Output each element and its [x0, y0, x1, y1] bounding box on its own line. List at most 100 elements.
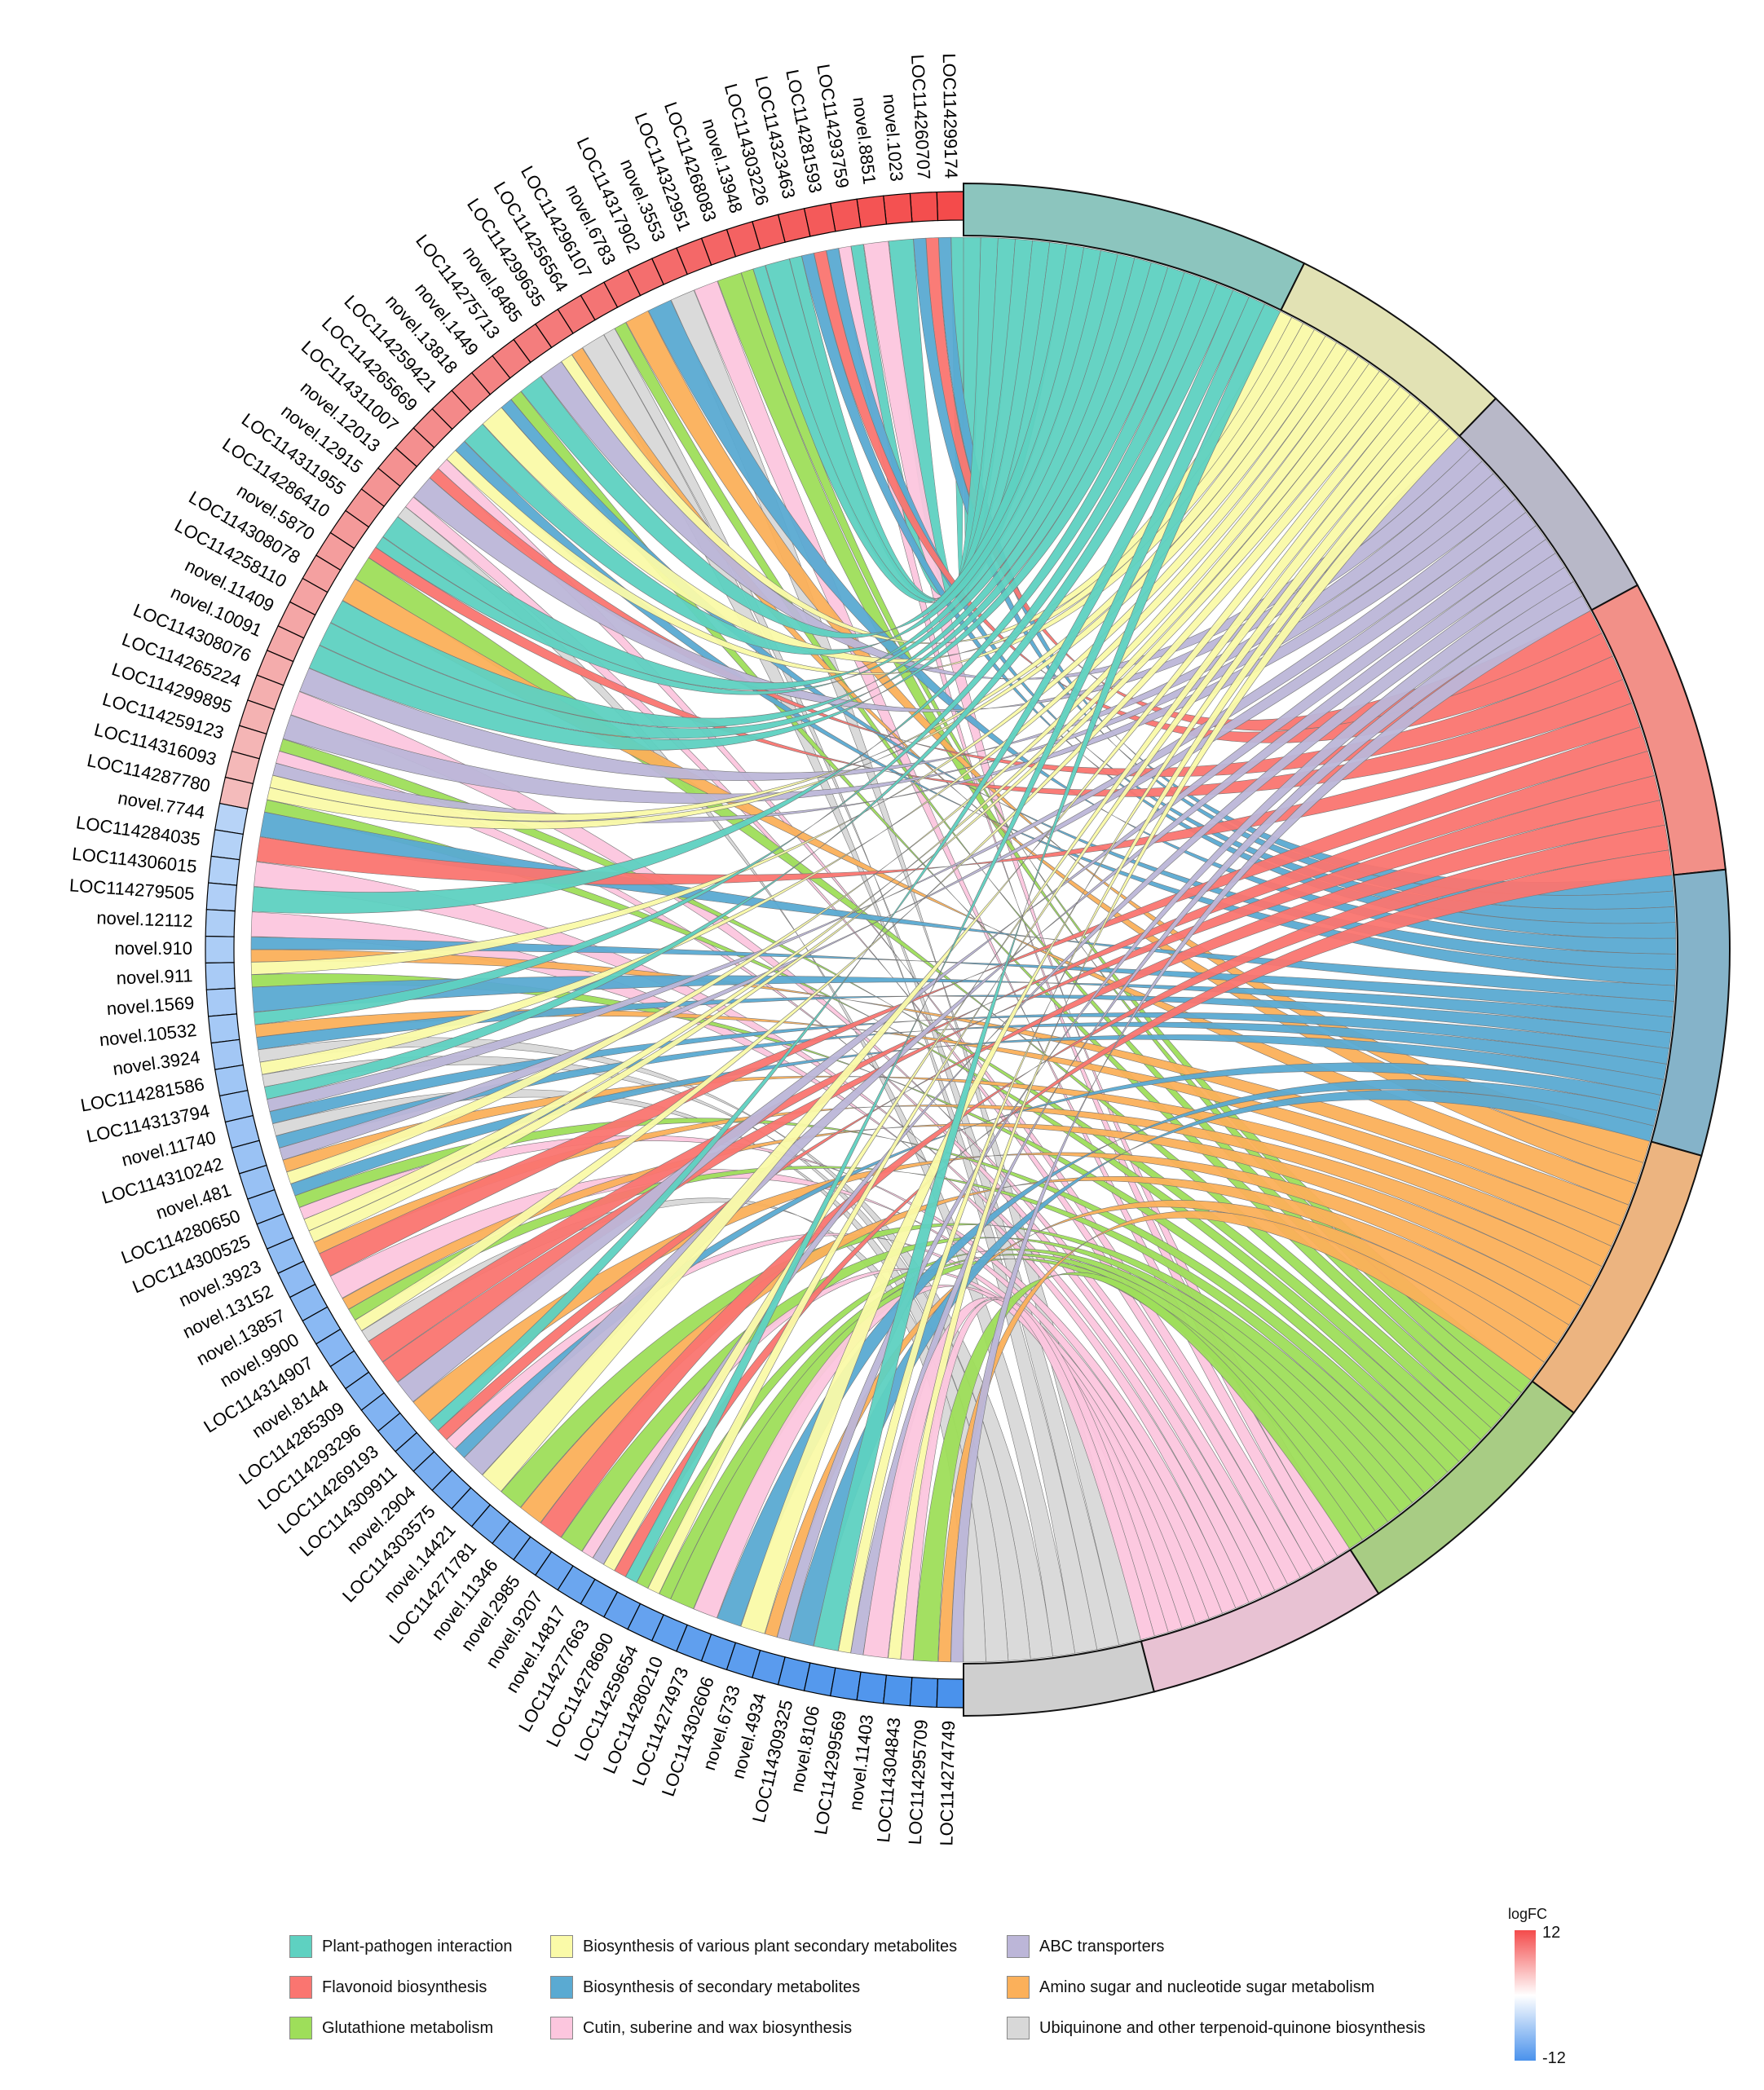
legend-item: Biosynthesis of various plant secondary …: [550, 1935, 957, 1958]
chord-ribbon: [582, 334, 1098, 1654]
chord-ribbon: [279, 739, 1481, 1452]
chord-ribbon: [330, 258, 1152, 728]
chord-ribbon: [269, 1012, 1669, 1124]
legend-swatch: [1007, 2017, 1030, 2039]
chord-ribbon: [290, 1034, 1665, 1197]
legend-item: Amino sugar and nucleotide sugar metabol…: [1007, 1976, 1374, 1999]
gene-label: LOC114274749: [936, 1721, 959, 1846]
gene-block: [205, 935, 235, 964]
chord-ribbon: [888, 428, 1459, 1660]
legend-swatch: [289, 1976, 312, 1999]
chord-ribbon: [636, 1248, 1401, 1589]
gene-block: [205, 987, 238, 1017]
gene-label: novel.911: [116, 965, 193, 988]
gene-label: LOC114260707: [907, 54, 934, 180]
chord-ribbon: [355, 378, 1400, 1331]
chord-ribbon: [717, 272, 1522, 1405]
chord-ribbon: [694, 280, 1326, 1572]
gene-label: novel.12112: [96, 907, 193, 931]
chord-ribbon: [319, 262, 1169, 739]
chord-ribbon: [464, 247, 1101, 655]
chord-ribbon: [308, 370, 1391, 1243]
gene-block: [883, 192, 913, 225]
legend-item: Flavonoid biosynthesis: [289, 1976, 487, 1999]
legend-swatch: [289, 2017, 312, 2039]
chord-ribbon: [752, 242, 1068, 603]
gene-block: [205, 882, 238, 912]
gene-label: novel.1569: [106, 993, 195, 1020]
chord-ribbon: [319, 726, 1648, 1276]
chord-ribbon: [482, 386, 1411, 1493]
chord-ribbon: [693, 1285, 1183, 1633]
chord-ribbon: [368, 751, 1655, 1363]
chord-ribbon: [540, 824, 1669, 1538]
legend-label: Glutathione metabolism: [322, 2018, 494, 2037]
chord-ribbon: [282, 473, 1506, 804]
gene-label: novel.1023: [879, 93, 906, 182]
chord-ribbon: [250, 937, 1675, 1018]
gene-block: [214, 802, 249, 836]
chord-ribbon: [429, 289, 1250, 1431]
chord-ribbon: [375, 254, 1136, 695]
legend-item: Ubiquinone and other terpenoid-quinone b…: [1007, 2017, 1426, 2039]
chord-ribbon: [740, 410, 1440, 1634]
gene-block: [210, 1038, 244, 1070]
chord-ribbon: [510, 390, 1502, 1429]
legend-swatch: [289, 1935, 312, 1958]
chord-ribbon: [520, 244, 1085, 639]
chord-ribbon: [838, 245, 1338, 1564]
chord-ribbon: [269, 328, 1326, 822]
gene-block: [205, 909, 236, 937]
gene-label: LOC114306015: [71, 844, 198, 877]
legend-item: ABC transporters: [1007, 1935, 1164, 1958]
gene-label: novel.3924: [112, 1047, 201, 1079]
legend-label: ABC transporters: [1039, 1937, 1165, 1956]
legend-item: Glutathione metabolism: [289, 2017, 493, 2039]
scale-title: logFC: [1508, 1906, 1548, 1922]
chord-ribbon: [254, 277, 1218, 1025]
chord-ribbon: [814, 250, 1613, 743]
chord-ribbon: [950, 595, 1591, 1663]
legend-label: Amino sugar and nucleotide sugar metabol…: [1039, 1978, 1375, 1996]
chord-ribbon: [647, 402, 1431, 1594]
chord-ribbon: [412, 448, 1483, 712]
chord-ribbon: [625, 296, 1265, 1583]
gene-block: [883, 1674, 913, 1707]
chord-ribbon: [276, 1021, 1667, 1149]
chord-ribbon: [308, 267, 1185, 751]
chord-ribbon: [286, 356, 1369, 1184]
scale-max-label: 12: [1542, 1924, 1561, 1942]
gene-block: [803, 1662, 836, 1697]
gene-label: LOC114299174: [939, 53, 962, 179]
chord-ribbon: [368, 547, 1633, 797]
chord-ribbon: [838, 419, 1450, 1654]
gene-label: novel.11403: [845, 1713, 877, 1811]
chord-ribbon: [267, 335, 1338, 830]
ribbons-layer: [250, 236, 1677, 1663]
chord-ribbon: [913, 1272, 1363, 1662]
gene-block: [936, 191, 964, 222]
chord-ribbon: [717, 1079, 1658, 1627]
gene-label: novel.10532: [99, 1020, 198, 1051]
gene-block: [909, 191, 939, 223]
chord-ribbon: [259, 349, 1359, 1075]
scale-gradient-bar: [1515, 1930, 1536, 2061]
chord-ribbon: [299, 461, 1494, 781]
chord-ribbon: [446, 323, 1315, 675]
gene-label: LOC114304843: [873, 1717, 904, 1843]
chord-ribbon: [250, 342, 1348, 975]
chord-ribbon: [264, 283, 1234, 1100]
chord-ribbon: [251, 271, 1202, 914]
legend-label: Biosynthesis of various plant secondary …: [583, 1937, 958, 1956]
gene-block: [856, 195, 888, 228]
chord-ribbon: [603, 328, 1120, 1650]
chord-ribbon: [250, 949, 1629, 1227]
legend-label: Biosynthesis of secondary metabolites: [583, 1978, 861, 1996]
legend-label: Cutin, suberine and wax biosynthesis: [583, 2018, 853, 2037]
chord-ribbon: [648, 299, 1677, 955]
pathway-legend: Plant-pathogen interaction Biosynthesis o…: [289, 1930, 1528, 2053]
chord-ribbon: [264, 799, 1471, 1462]
gene-blocks-layer: [205, 191, 964, 1709]
gene-label: novel.8851: [849, 96, 880, 186]
gene-label: LOC114295709: [905, 1719, 932, 1845]
